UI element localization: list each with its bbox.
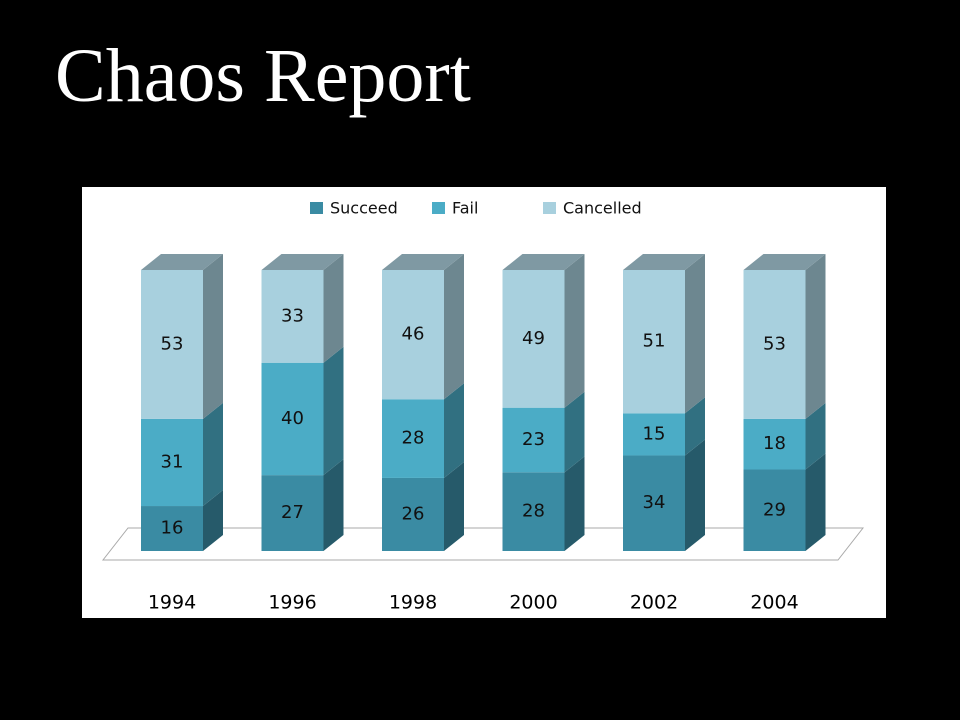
- data-label: 18: [763, 433, 786, 454]
- bar-side: [685, 397, 705, 456]
- bar-side: [685, 254, 705, 414]
- bar: [141, 270, 203, 419]
- bar-top: [623, 254, 705, 270]
- data-label: 46: [402, 324, 425, 345]
- bar: [261, 270, 324, 363]
- data-label: 29: [763, 499, 786, 520]
- x-tick-label: 2000: [509, 592, 557, 614]
- x-tick-label: 2002: [630, 592, 678, 614]
- legend-label: Cancelled: [563, 199, 642, 218]
- bar: [623, 270, 685, 414]
- data-label: 34: [643, 492, 666, 513]
- bar-side: [805, 254, 826, 419]
- data-label: 27: [281, 502, 304, 523]
- legend-swatch: [310, 202, 323, 214]
- bar: [141, 506, 203, 551]
- bar: [502, 472, 565, 551]
- bar: [382, 399, 444, 478]
- data-label: 40: [281, 408, 304, 429]
- bar: [261, 362, 324, 476]
- bar-side: [444, 461, 464, 551]
- data-label: 26: [402, 503, 425, 524]
- x-tick-label: 1994: [148, 592, 196, 614]
- x-tick-label: 1998: [389, 592, 437, 614]
- bar-side: [564, 254, 585, 408]
- bar: [502, 407, 565, 473]
- data-label: 53: [763, 333, 786, 354]
- bar-side: [203, 254, 223, 419]
- data-label: 33: [281, 305, 304, 326]
- bar-top: [502, 254, 585, 270]
- bar: [743, 270, 806, 419]
- bar-side: [685, 439, 705, 551]
- bar-side: [564, 391, 585, 473]
- bar-side: [323, 254, 344, 363]
- x-tick-label: 1996: [268, 592, 316, 614]
- bar: [141, 418, 203, 507]
- bar: [623, 413, 685, 456]
- bar-side: [323, 346, 344, 476]
- x-tick-label: 2004: [750, 592, 798, 614]
- bar: [382, 477, 444, 551]
- bar-top: [382, 254, 464, 270]
- bar: [502, 270, 565, 408]
- legend-label: Fail: [452, 199, 478, 218]
- data-label: 15: [643, 423, 666, 444]
- bar: [623, 455, 685, 551]
- bar-side: [444, 254, 464, 400]
- data-label: 31: [161, 451, 184, 472]
- data-label: 49: [522, 328, 545, 349]
- bar-top: [141, 254, 223, 270]
- bar-side: [805, 453, 826, 551]
- data-label: 28: [522, 501, 545, 522]
- bar: [743, 418, 806, 470]
- bar-top: [261, 254, 344, 270]
- data-label: 28: [402, 428, 425, 449]
- bar-side: [444, 383, 464, 478]
- legend-swatch: [432, 202, 445, 214]
- data-label: 53: [161, 333, 184, 354]
- bar-side: [805, 402, 826, 470]
- bar-side: [203, 490, 223, 551]
- slide-title: Chaos Report: [55, 34, 471, 118]
- bar: [261, 475, 324, 551]
- bar-side: [564, 456, 585, 551]
- bar: [743, 469, 806, 551]
- bar-side: [203, 402, 223, 507]
- bar-side: [323, 459, 344, 551]
- legend-label: Succeed: [330, 199, 398, 218]
- bar: [382, 270, 444, 400]
- legend-swatch: [543, 202, 556, 214]
- data-label: 16: [161, 518, 184, 539]
- data-label: 23: [522, 429, 545, 450]
- bar-top: [743, 254, 826, 270]
- data-label: 51: [643, 331, 666, 352]
- plot-area: Succeed Fail Cancelled 16 31 53 1994 27 40 33 1996…: [141, 199, 826, 614]
